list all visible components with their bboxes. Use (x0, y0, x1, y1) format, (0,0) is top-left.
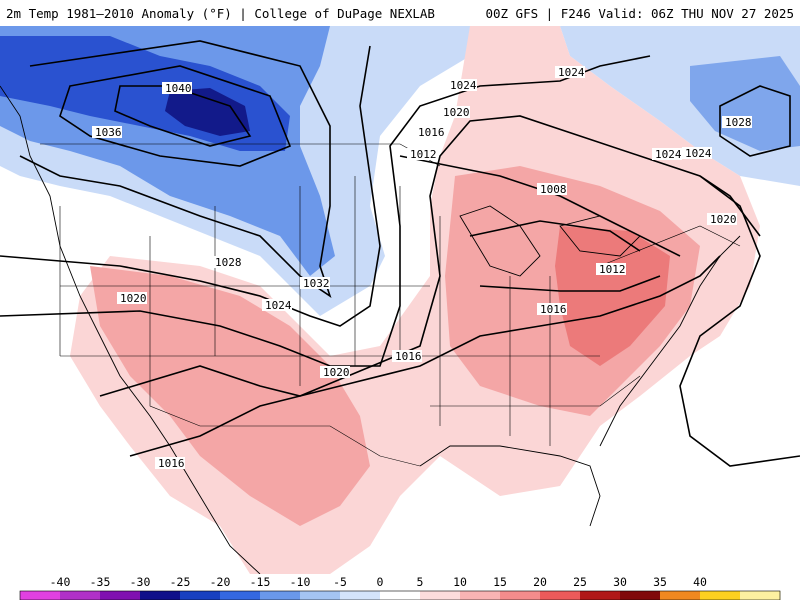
colorbar-swatch (220, 591, 261, 600)
isobar-label-1012-north: 1012 (410, 148, 437, 161)
isobar-label-1012-east: 1012 (599, 263, 626, 276)
colorbar-swatch (580, 591, 621, 600)
isobar-label-1040: 1040 (165, 82, 192, 95)
colorbar-tick-label: -10 (289, 575, 311, 589)
colorbar-swatch (20, 591, 61, 600)
isobar-label-1024-west: 1024 (265, 299, 292, 312)
isobar-label-1028-northeast: 1028 (725, 116, 752, 129)
anomaly-map: 1040 1036 1032 1028 1024 1020 1016 1012 … (0, 26, 800, 574)
isobar-label-1020-north: 1020 (443, 106, 470, 119)
colorbar-tick-label: 30 (613, 575, 627, 589)
map-title: 2m Temp 1981–2010 Anomaly (°F) | College… (6, 6, 435, 21)
isobar-labels: 1040 1036 1032 1028 1024 1020 1016 1012 … (92, 66, 752, 470)
colorbar-swatch (540, 591, 581, 600)
isobar-label-1036: 1036 (95, 126, 122, 139)
isobar-label-1024-north: 1024 (450, 79, 477, 92)
colorbar-tick-label: -25 (169, 575, 191, 589)
colorbar-tick-label: -20 (209, 575, 231, 589)
colorbar-tick-label: -40 (49, 575, 71, 589)
colorbar-swatch (500, 591, 541, 600)
colorbar-swatch (260, 591, 301, 600)
isobar-label-1020-south: 1020 (323, 366, 350, 379)
isobar-label-1016-east: 1016 (540, 303, 567, 316)
colorbar-swatch (60, 591, 101, 600)
colorbar-tick-label: 20 (533, 575, 547, 589)
isobar-label-1032: 1032 (303, 277, 330, 290)
header: 2m Temp 1981–2010 Anomaly (°F) | College… (0, 0, 800, 26)
colorbar-tick-label: 35 (653, 575, 667, 589)
isobar-label-1024-northeast: 1024 (558, 66, 585, 79)
isobar-label-1008: 1008 (540, 183, 567, 196)
colorbar-swatch (380, 591, 421, 600)
colorbar-swatch (100, 591, 141, 600)
colorbar-tick-label: 15 (493, 575, 507, 589)
colorbar-swatch (620, 591, 661, 600)
colorbar-swatch (340, 591, 381, 600)
colorbar-tick-label: 25 (573, 575, 587, 589)
isobar-label-1020-west: 1020 (120, 292, 147, 305)
colorbar-swatches (19, 590, 781, 601)
isobar-label-1024-northeast-2: 1024 (655, 148, 682, 161)
colorbar-swatch (140, 591, 181, 600)
isobar-label-1020-east: 1020 (710, 213, 737, 226)
colorbar-tick-label: -30 (129, 575, 151, 589)
warm-anomaly-mid-west (90, 266, 370, 526)
colorbar-swatch (660, 591, 701, 600)
isobar-label-1016-north: 1016 (418, 126, 445, 139)
cold-anomaly-northeast-mid (690, 56, 800, 151)
cold-anomaly-core (165, 88, 250, 136)
colorbar: -40 -35 -30 -25 -20 -15 -10 -5 0 5 10 15 20 25 30 35 40 (0, 574, 800, 601)
colorbar-swatch (420, 591, 461, 600)
colorbar-tick-label: 0 (376, 575, 384, 589)
colorbar-swatch (700, 591, 741, 600)
isobar-label-1024-east: 1024 (685, 147, 712, 160)
colorbar-tick-label: 5 (416, 575, 424, 589)
map-canvas: 1040 1036 1032 1028 1024 1020 1016 1012 … (0, 26, 800, 574)
isobar-label-1028-west: 1028 (215, 256, 242, 269)
colorbar-tick-label: 40 (693, 575, 707, 589)
colorbar-tick-label: -15 (249, 575, 271, 589)
colorbar-tick-label: -35 (89, 575, 111, 589)
isobars (0, 40, 800, 467)
warm-anomaly-strong (555, 226, 670, 366)
isobar-label-1016-southwest: 1016 (158, 457, 185, 470)
isobar-label-1016-south: 1016 (395, 350, 422, 363)
colorbar-swatch (180, 591, 221, 600)
colorbar-swatch (460, 591, 501, 600)
colorbar-swatch (300, 591, 341, 600)
colorbar-tick-label: 10 (453, 575, 467, 589)
colorbar-swatch (740, 591, 781, 600)
run-info: 00Z GFS | F246 Valid: 06Z THU NOV 27 202… (485, 6, 794, 21)
colorbar-tick-label: -5 (333, 575, 347, 589)
